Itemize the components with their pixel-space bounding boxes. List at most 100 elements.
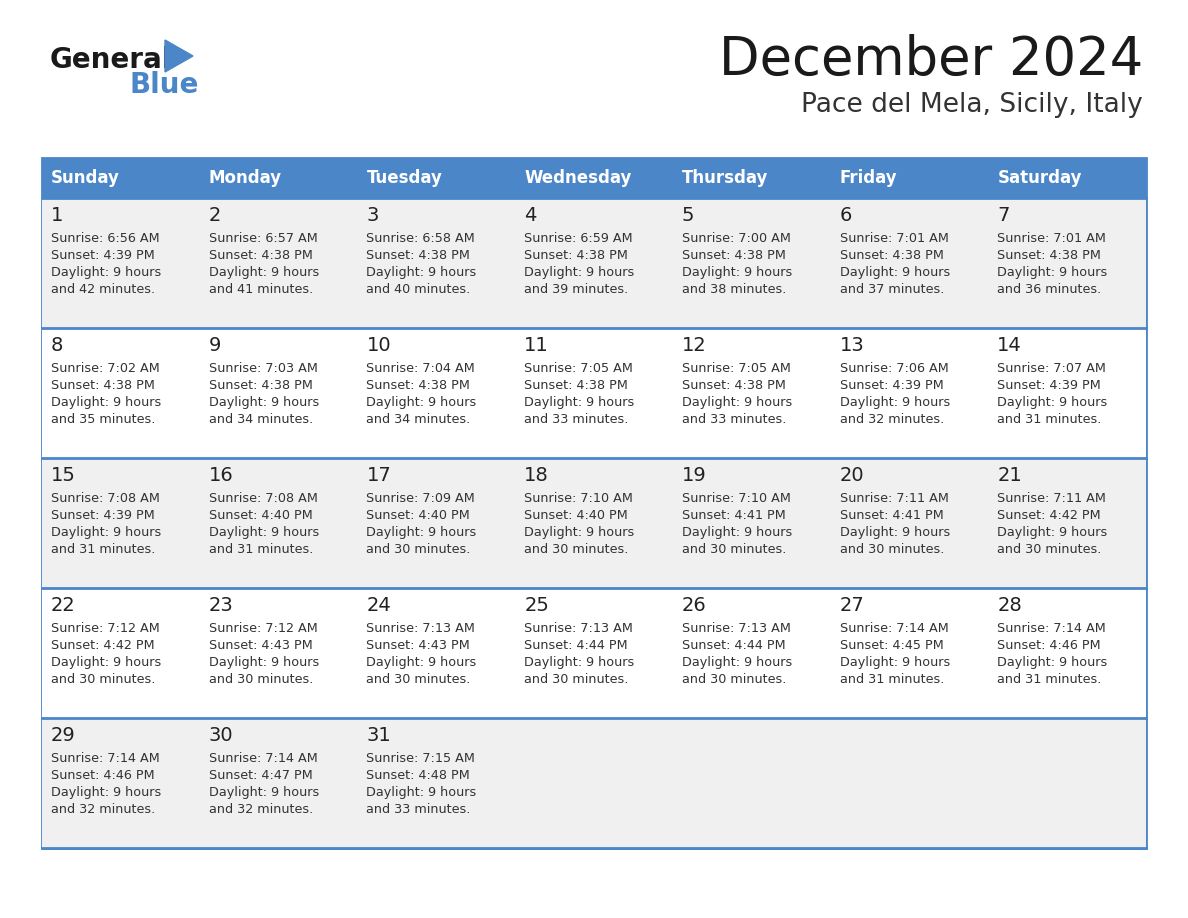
Text: Sunset: 4:39 PM: Sunset: 4:39 PM	[840, 379, 943, 392]
Text: Sunset: 4:48 PM: Sunset: 4:48 PM	[366, 769, 470, 782]
Text: and 30 minutes.: and 30 minutes.	[366, 543, 470, 556]
Text: Sunset: 4:44 PM: Sunset: 4:44 PM	[524, 639, 627, 652]
Text: 20: 20	[840, 466, 864, 485]
Text: 6: 6	[840, 206, 852, 225]
Text: Sunset: 4:38 PM: Sunset: 4:38 PM	[840, 249, 943, 262]
Text: Sunset: 4:42 PM: Sunset: 4:42 PM	[997, 509, 1101, 522]
Text: Sunset: 4:40 PM: Sunset: 4:40 PM	[366, 509, 470, 522]
Text: Sunrise: 7:13 AM: Sunrise: 7:13 AM	[524, 622, 633, 635]
Text: Sunrise: 6:56 AM: Sunrise: 6:56 AM	[51, 232, 159, 245]
Text: 16: 16	[209, 466, 234, 485]
Text: Sunday: Sunday	[51, 169, 120, 187]
Text: Daylight: 9 hours: Daylight: 9 hours	[997, 656, 1107, 669]
Text: Sunset: 4:46 PM: Sunset: 4:46 PM	[997, 639, 1101, 652]
Text: Sunset: 4:38 PM: Sunset: 4:38 PM	[524, 379, 628, 392]
Text: Sunset: 4:47 PM: Sunset: 4:47 PM	[209, 769, 312, 782]
Text: Sunset: 4:44 PM: Sunset: 4:44 PM	[682, 639, 785, 652]
Text: Daylight: 9 hours: Daylight: 9 hours	[997, 526, 1107, 539]
Text: 25: 25	[524, 596, 549, 615]
Text: Daylight: 9 hours: Daylight: 9 hours	[51, 656, 162, 669]
Text: Sunset: 4:39 PM: Sunset: 4:39 PM	[997, 379, 1101, 392]
Text: Daylight: 9 hours: Daylight: 9 hours	[366, 786, 476, 799]
Text: 21: 21	[997, 466, 1022, 485]
Polygon shape	[165, 40, 192, 72]
Text: Sunrise: 7:11 AM: Sunrise: 7:11 AM	[840, 492, 948, 505]
Text: 2: 2	[209, 206, 221, 225]
Text: 23: 23	[209, 596, 234, 615]
Text: Sunset: 4:38 PM: Sunset: 4:38 PM	[209, 249, 312, 262]
Text: Friday: Friday	[840, 169, 897, 187]
Text: Sunset: 4:43 PM: Sunset: 4:43 PM	[209, 639, 312, 652]
Text: and 36 minutes.: and 36 minutes.	[997, 283, 1101, 296]
Text: General: General	[50, 46, 172, 74]
Text: 31: 31	[366, 726, 391, 745]
Text: Sunrise: 7:04 AM: Sunrise: 7:04 AM	[366, 362, 475, 375]
Text: Sunrise: 7:08 AM: Sunrise: 7:08 AM	[51, 492, 160, 505]
Text: Sunrise: 7:07 AM: Sunrise: 7:07 AM	[997, 362, 1106, 375]
Text: 19: 19	[682, 466, 707, 485]
Text: Daylight: 9 hours: Daylight: 9 hours	[209, 526, 318, 539]
Text: 9: 9	[209, 336, 221, 355]
Text: and 30 minutes.: and 30 minutes.	[51, 673, 156, 686]
Text: Sunset: 4:40 PM: Sunset: 4:40 PM	[209, 509, 312, 522]
Text: 27: 27	[840, 596, 865, 615]
Text: 24: 24	[366, 596, 391, 615]
Text: and 30 minutes.: and 30 minutes.	[209, 673, 314, 686]
Text: Sunrise: 6:58 AM: Sunrise: 6:58 AM	[366, 232, 475, 245]
Bar	[42, 158, 1146, 848]
Text: 13: 13	[840, 336, 865, 355]
Text: Daylight: 9 hours: Daylight: 9 hours	[51, 396, 162, 409]
Text: 28: 28	[997, 596, 1022, 615]
Text: 18: 18	[524, 466, 549, 485]
Text: Sunset: 4:40 PM: Sunset: 4:40 PM	[524, 509, 628, 522]
Text: and 33 minutes.: and 33 minutes.	[366, 803, 470, 816]
Text: 7: 7	[997, 206, 1010, 225]
Text: Sunrise: 7:15 AM: Sunrise: 7:15 AM	[366, 752, 475, 765]
Text: and 31 minutes.: and 31 minutes.	[997, 413, 1101, 426]
Text: Daylight: 9 hours: Daylight: 9 hours	[840, 656, 950, 669]
Text: Daylight: 9 hours: Daylight: 9 hours	[366, 526, 476, 539]
Text: 15: 15	[51, 466, 76, 485]
Text: Daylight: 9 hours: Daylight: 9 hours	[997, 266, 1107, 279]
Bar	[42, 718, 1146, 848]
Text: 10: 10	[366, 336, 391, 355]
Text: 3: 3	[366, 206, 379, 225]
Text: and 32 minutes.: and 32 minutes.	[51, 803, 156, 816]
Text: and 30 minutes.: and 30 minutes.	[366, 673, 470, 686]
Text: Daylight: 9 hours: Daylight: 9 hours	[840, 396, 950, 409]
Text: Sunrise: 7:10 AM: Sunrise: 7:10 AM	[682, 492, 791, 505]
Text: and 31 minutes.: and 31 minutes.	[209, 543, 314, 556]
Text: 30: 30	[209, 726, 233, 745]
Text: Sunrise: 7:12 AM: Sunrise: 7:12 AM	[51, 622, 159, 635]
Text: 29: 29	[51, 726, 76, 745]
Text: Daylight: 9 hours: Daylight: 9 hours	[51, 266, 162, 279]
Text: Sunset: 4:43 PM: Sunset: 4:43 PM	[366, 639, 470, 652]
Bar	[42, 588, 1146, 718]
Text: Sunset: 4:38 PM: Sunset: 4:38 PM	[682, 249, 785, 262]
Text: Daylight: 9 hours: Daylight: 9 hours	[524, 526, 634, 539]
Text: Sunrise: 7:01 AM: Sunrise: 7:01 AM	[840, 232, 948, 245]
Text: and 30 minutes.: and 30 minutes.	[997, 543, 1101, 556]
Text: Sunset: 4:41 PM: Sunset: 4:41 PM	[840, 509, 943, 522]
Text: Sunrise: 7:03 AM: Sunrise: 7:03 AM	[209, 362, 317, 375]
Text: December 2024: December 2024	[719, 34, 1143, 86]
Text: and 33 minutes.: and 33 minutes.	[524, 413, 628, 426]
Text: and 31 minutes.: and 31 minutes.	[51, 543, 156, 556]
Text: Sunrise: 7:12 AM: Sunrise: 7:12 AM	[209, 622, 317, 635]
Text: Sunrise: 7:14 AM: Sunrise: 7:14 AM	[840, 622, 948, 635]
Text: Daylight: 9 hours: Daylight: 9 hours	[524, 396, 634, 409]
Text: Daylight: 9 hours: Daylight: 9 hours	[524, 266, 634, 279]
Text: Sunset: 4:38 PM: Sunset: 4:38 PM	[997, 249, 1101, 262]
Text: Pace del Mela, Sicily, Italy: Pace del Mela, Sicily, Italy	[801, 92, 1143, 118]
Text: Sunrise: 7:01 AM: Sunrise: 7:01 AM	[997, 232, 1106, 245]
Text: Daylight: 9 hours: Daylight: 9 hours	[840, 526, 950, 539]
Text: 4: 4	[524, 206, 537, 225]
Text: Sunset: 4:42 PM: Sunset: 4:42 PM	[51, 639, 154, 652]
Text: and 41 minutes.: and 41 minutes.	[209, 283, 312, 296]
Text: Daylight: 9 hours: Daylight: 9 hours	[51, 786, 162, 799]
Bar	[42, 158, 1146, 198]
Text: Sunrise: 7:05 AM: Sunrise: 7:05 AM	[524, 362, 633, 375]
Text: Sunset: 4:38 PM: Sunset: 4:38 PM	[366, 379, 470, 392]
Text: Blue: Blue	[129, 71, 200, 99]
Text: Sunset: 4:38 PM: Sunset: 4:38 PM	[51, 379, 154, 392]
